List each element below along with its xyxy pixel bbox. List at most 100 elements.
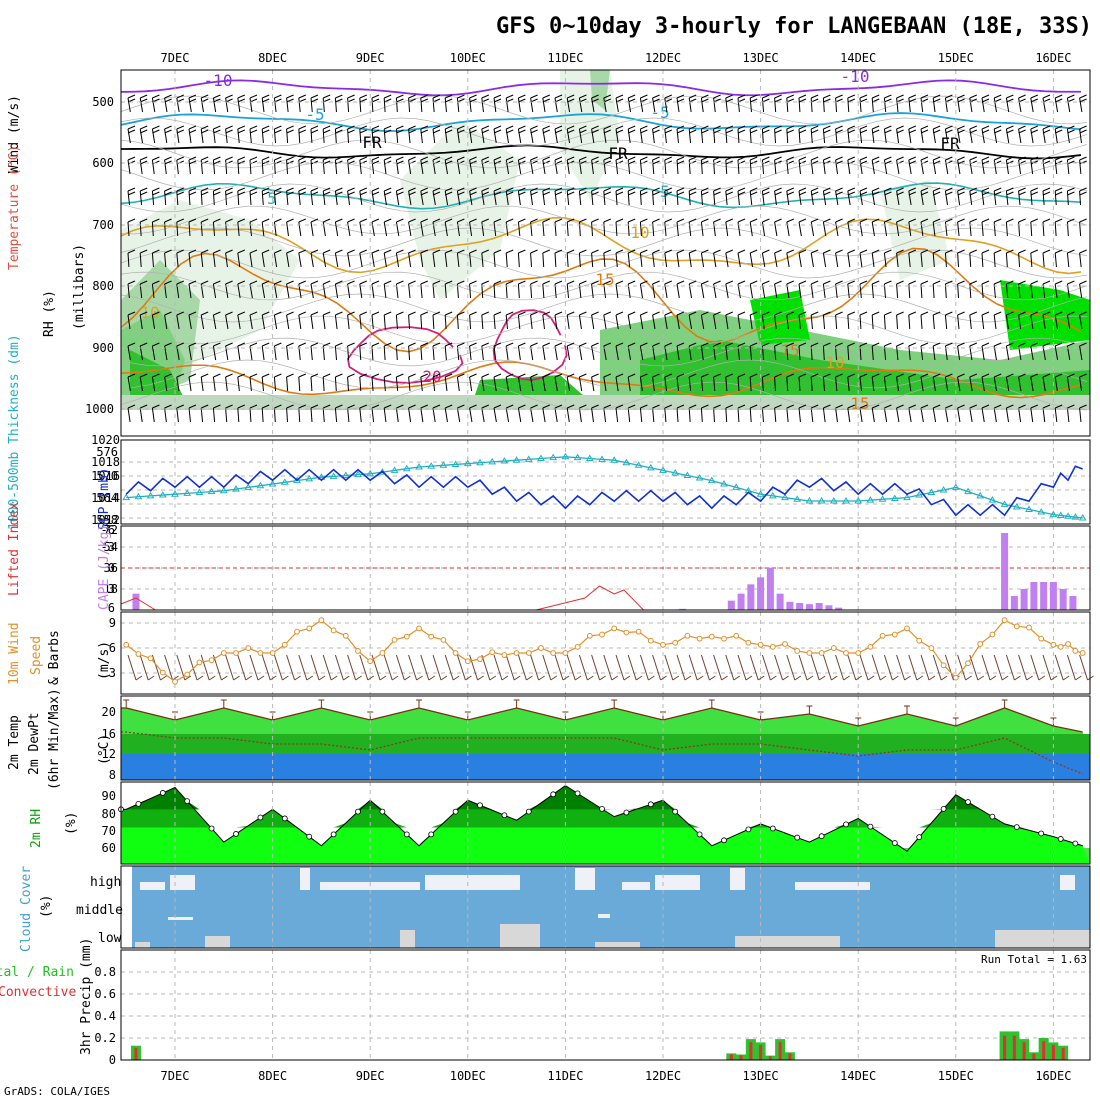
wind-barb bbox=[530, 221, 533, 237]
wind-barb bbox=[883, 407, 888, 423]
surface-barb bbox=[176, 654, 186, 681]
wind-marker bbox=[355, 648, 361, 654]
wind-barb bbox=[1066, 190, 1069, 206]
wind-barb bbox=[676, 159, 679, 175]
wind-barb bbox=[456, 376, 460, 392]
wind-barb bbox=[944, 252, 947, 268]
wind-barb bbox=[652, 314, 656, 330]
wind-barb bbox=[359, 190, 363, 206]
wind-barb bbox=[542, 190, 546, 206]
wind-barb bbox=[737, 97, 740, 113]
wind-barb bbox=[505, 376, 509, 392]
wind-barb bbox=[566, 221, 569, 237]
thickness-marker bbox=[854, 497, 863, 504]
date-label-bottom: 12DEC bbox=[645, 1069, 681, 1083]
contour-label: 15 bbox=[850, 394, 869, 413]
wind-barb bbox=[542, 159, 546, 175]
wind-barb bbox=[749, 159, 752, 175]
wind-barb bbox=[188, 407, 191, 423]
surface-barb bbox=[883, 654, 893, 681]
wind-barb bbox=[896, 159, 900, 175]
contour-label: FR bbox=[940, 134, 960, 153]
wind-barb bbox=[530, 190, 533, 206]
rh-region bbox=[400, 120, 520, 300]
wind-barb bbox=[176, 221, 179, 237]
wind-barb bbox=[847, 283, 850, 299]
rh-marker bbox=[843, 821, 849, 828]
wind-barb bbox=[310, 252, 314, 268]
wind-barb bbox=[859, 221, 863, 237]
date-label-bottom: 16DEC bbox=[1035, 1069, 1071, 1083]
thickness-markers bbox=[122, 452, 1087, 521]
wind-barb bbox=[286, 314, 290, 330]
wind-barb bbox=[127, 252, 130, 268]
footer-credit: GrADS: COLA/IGES bbox=[4, 1085, 110, 1098]
wind-barb bbox=[1042, 314, 1046, 330]
contour-line bbox=[120, 216, 1082, 275]
thickness-marker bbox=[622, 458, 631, 466]
wind-barb bbox=[1030, 97, 1034, 113]
wind-barb bbox=[164, 128, 168, 144]
wind-barb bbox=[249, 376, 252, 392]
wind-barb bbox=[310, 159, 313, 175]
surface-barb bbox=[237, 654, 247, 681]
wind-barb bbox=[225, 407, 228, 423]
wind-barb bbox=[395, 376, 399, 392]
wind-barb bbox=[603, 252, 606, 268]
wind-barb bbox=[1054, 97, 1059, 113]
wind-barb bbox=[188, 345, 192, 361]
convective-bar bbox=[1003, 1035, 1007, 1060]
wind-barb bbox=[408, 190, 412, 206]
wind-barb bbox=[737, 128, 740, 144]
wind-barb bbox=[969, 128, 973, 144]
surface-barb bbox=[932, 654, 942, 681]
wind-barb bbox=[493, 283, 496, 299]
wind-barb bbox=[737, 159, 740, 175]
wind-barb bbox=[127, 407, 131, 423]
wind-barb bbox=[176, 159, 179, 175]
thickness-marker bbox=[134, 492, 143, 500]
wind-barb bbox=[944, 376, 949, 392]
wind-barb bbox=[920, 190, 924, 206]
wind-barb bbox=[688, 407, 691, 423]
wind-barb bbox=[786, 190, 790, 206]
wind-barb bbox=[212, 283, 217, 299]
surface-barb bbox=[835, 654, 845, 681]
axis-tick-label: 90 bbox=[102, 789, 116, 803]
wind-barb bbox=[371, 314, 374, 330]
wind-barb bbox=[530, 159, 534, 175]
wind-barb bbox=[591, 376, 595, 392]
surface-barb bbox=[1054, 654, 1064, 681]
wind-barb bbox=[725, 128, 728, 144]
wind-barb bbox=[676, 376, 680, 392]
wind-barb bbox=[639, 252, 643, 268]
wind-barb bbox=[1042, 128, 1046, 144]
wind-marker bbox=[306, 625, 313, 632]
cloud-high-block bbox=[140, 882, 165, 890]
wind-barb bbox=[359, 97, 362, 113]
wind-barb bbox=[993, 97, 997, 113]
rh-marker bbox=[379, 808, 386, 815]
wind-barb bbox=[151, 345, 156, 361]
wind-barb bbox=[908, 221, 912, 237]
rh-marker bbox=[525, 808, 532, 815]
axis-tick-label: 0.4 bbox=[94, 1009, 116, 1023]
wind-barb bbox=[273, 252, 278, 268]
wind-barb bbox=[725, 376, 728, 392]
wind-barb bbox=[225, 314, 229, 330]
wind-barb bbox=[932, 252, 935, 268]
wind-barb bbox=[713, 97, 716, 113]
wind-barb bbox=[371, 221, 375, 237]
wind-barb bbox=[993, 190, 997, 206]
wind-barb bbox=[591, 314, 595, 330]
wind-barb bbox=[749, 221, 753, 237]
wind-barb bbox=[1018, 97, 1022, 113]
wind-barb bbox=[481, 190, 485, 206]
surface-barb bbox=[603, 654, 613, 681]
thickness-marker bbox=[915, 491, 924, 498]
surface-barb bbox=[786, 654, 796, 681]
surface-barb bbox=[481, 654, 491, 681]
cape-bar bbox=[132, 593, 140, 610]
thickness-marker bbox=[866, 496, 875, 503]
wind-barb bbox=[530, 376, 534, 392]
